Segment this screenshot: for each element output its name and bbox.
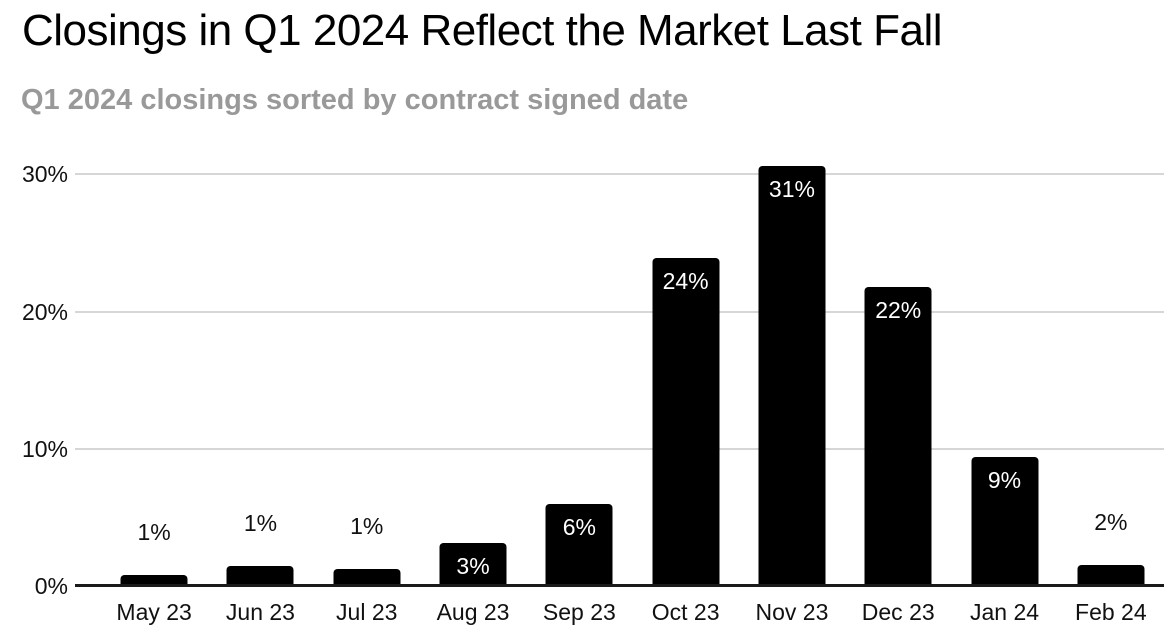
bar [333,568,401,586]
x-tick-label: Feb 24 [1075,599,1147,625]
y-tick-label: 20% [21,298,68,325]
x-tick-label: Jul 23 [336,599,398,625]
y-tick-label: 30% [21,161,68,188]
bar-group-oct-23: 24% [632,140,738,586]
x-tick-label: Nov 23 [755,599,829,625]
bar-group-jun-23: 1% [207,140,313,586]
x-tick-label: Sep 23 [542,599,616,625]
x-tick-label: Dec 23 [861,599,935,625]
chart-title: Closings in Q1 2024 Reflect the Market L… [22,6,943,55]
x-tick-label: Oct 23 [651,599,720,625]
bar-value-label: 24% [662,268,709,295]
bar [226,566,294,586]
bar-group-nov-23: 31% [739,140,845,586]
x-axis-line [75,584,1164,587]
x-tick-label: May 23 [116,599,192,625]
bar [758,166,826,586]
x-tick-label: Jun 23 [225,599,295,625]
bar [1077,565,1145,586]
chart-subtitle: Q1 2024 closings sorted by contract sign… [21,84,689,116]
y-axis-labels: 0% 10% 20% 30% [0,140,68,599]
x-tick-label: Jan 24 [969,599,1040,625]
bar [439,543,507,586]
bar-group-may-23: 1% [101,140,207,586]
bar [120,575,188,586]
bar-value-label: 31% [768,176,815,203]
bar [971,457,1039,586]
gridline-10% [75,447,1164,450]
x-axis-labels: May 23 Jun 23 Jul 23 Aug 23 Sep 23 Oct 23 Nov … [101,599,1164,626]
bar [652,258,720,586]
y-tick-label: 0% [34,573,68,599]
bar-value-label: 1% [243,510,278,537]
bar-value-label: 9% [987,467,1022,494]
bars-row: 1% 1% 1% 3% 6% 24% 31% 22% 9% 2% [101,140,1164,586]
bar-group-aug-23: 3% [420,140,526,586]
bar-value-label: 22% [875,296,922,323]
bar [545,503,613,586]
bar-value-label: 1% [350,512,384,539]
y-tick-label: 10% [21,435,68,462]
bar-group-jan-24: 9% [951,140,1057,586]
bar [864,286,932,586]
bar-value-label: 1% [137,519,171,546]
bar-group-jul-23: 1% [314,140,420,586]
bar-value-label: 2% [1094,509,1128,536]
gridline-20% [75,310,1164,313]
gridline-30% [75,173,1164,176]
bar-group-sep-23: 6% [526,140,632,586]
plot-area: 1% 1% 1% 3% 6% 24% 31% 22% 9% 2% May 23 Jun 23 Jul … [75,140,1164,625]
bar-group-dec-23: 22% [845,140,951,586]
x-tick-label: Aug 23 [436,599,510,625]
bar-value-label: 6% [562,513,596,540]
bar-group-feb-24: 2% [1058,140,1164,586]
bar-value-label: 3% [456,553,490,580]
